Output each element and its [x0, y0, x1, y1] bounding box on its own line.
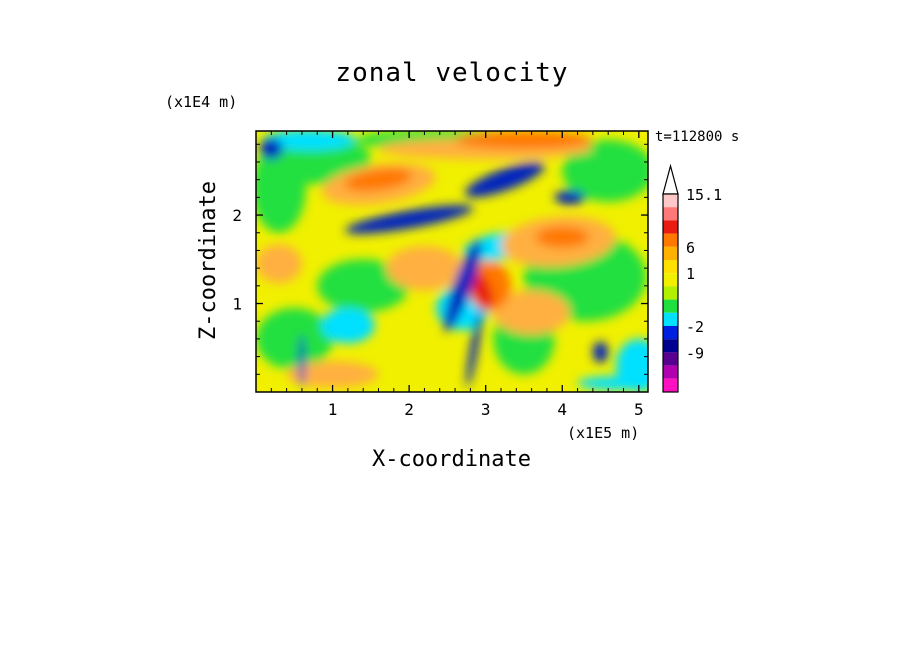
colorbar-swatch [663, 233, 678, 247]
x-tick-label: 3 [481, 400, 491, 419]
field-blob [455, 131, 593, 149]
plot-frame [255, 130, 649, 393]
field-blob [256, 307, 333, 370]
y-tick-label: 2 [232, 206, 242, 225]
field-blob [470, 271, 493, 309]
colorbar-swatch [663, 273, 678, 287]
colorbar-swatch [663, 326, 678, 340]
field-blob [443, 239, 482, 332]
x-unit-label: (x1E5 m) [567, 424, 640, 442]
colorbar: 15.1 6 1 -2 -9 [662, 163, 722, 393]
field-blob [256, 144, 306, 233]
colorbar-swatch [663, 194, 678, 208]
colorbar-swatch [663, 312, 678, 326]
colorbar-label: -9 [686, 344, 704, 362]
colorbar-swatch [663, 220, 678, 234]
x-tick-label: 2 [404, 400, 414, 419]
colorbar-label: -2 [686, 318, 704, 336]
field-blob [386, 246, 463, 291]
field-blob [562, 139, 648, 202]
colorbar-frame [662, 193, 679, 393]
chart-title: zonal velocity [335, 58, 569, 88]
field-blob [535, 226, 590, 248]
colorbar-swatch [663, 352, 678, 366]
field-blob [345, 205, 474, 234]
colorbar-label: 15.1 [686, 186, 722, 204]
field-blob [321, 307, 375, 344]
field-blob [286, 361, 379, 388]
colorbar-swatch [663, 260, 678, 274]
x-tick-label: 5 [634, 400, 644, 419]
axes: 1 2 3 4 5 1 2 [232, 131, 648, 419]
velocity-field [256, 131, 648, 392]
x-axis-label: X-coordinate [372, 447, 531, 472]
field-blob [493, 290, 570, 335]
field-blob [259, 138, 283, 160]
field-blob [592, 341, 609, 363]
x-tick-label: 4 [557, 400, 567, 419]
colorbar-label: 6 [686, 239, 695, 257]
colorbar-swatch [663, 246, 678, 260]
field-blob [298, 334, 305, 388]
colorbar-swatch [663, 207, 678, 221]
time-label: t=112800 s [655, 129, 740, 145]
field-blob [577, 376, 648, 391]
field-blob [465, 162, 545, 198]
field-blob [554, 190, 586, 205]
x-tick-label: 1 [328, 400, 338, 419]
y-unit-label: (x1E4 m) [165, 93, 238, 111]
colorbar-extend-arrow [662, 163, 679, 195]
field-blob [256, 244, 302, 284]
colorbar-swatch [663, 286, 678, 300]
field-blob [466, 308, 483, 387]
field-blob [317, 259, 410, 313]
colorbar-swatch [663, 299, 678, 313]
colorbar-swatch [663, 365, 678, 379]
colorbar-label: 1 [686, 265, 695, 283]
field-blobs [256, 131, 648, 392]
y-tick-label: 1 [232, 295, 242, 314]
field-blob [344, 168, 413, 192]
colorbar-swatch [663, 339, 678, 353]
colorbar-swatch [663, 378, 678, 392]
